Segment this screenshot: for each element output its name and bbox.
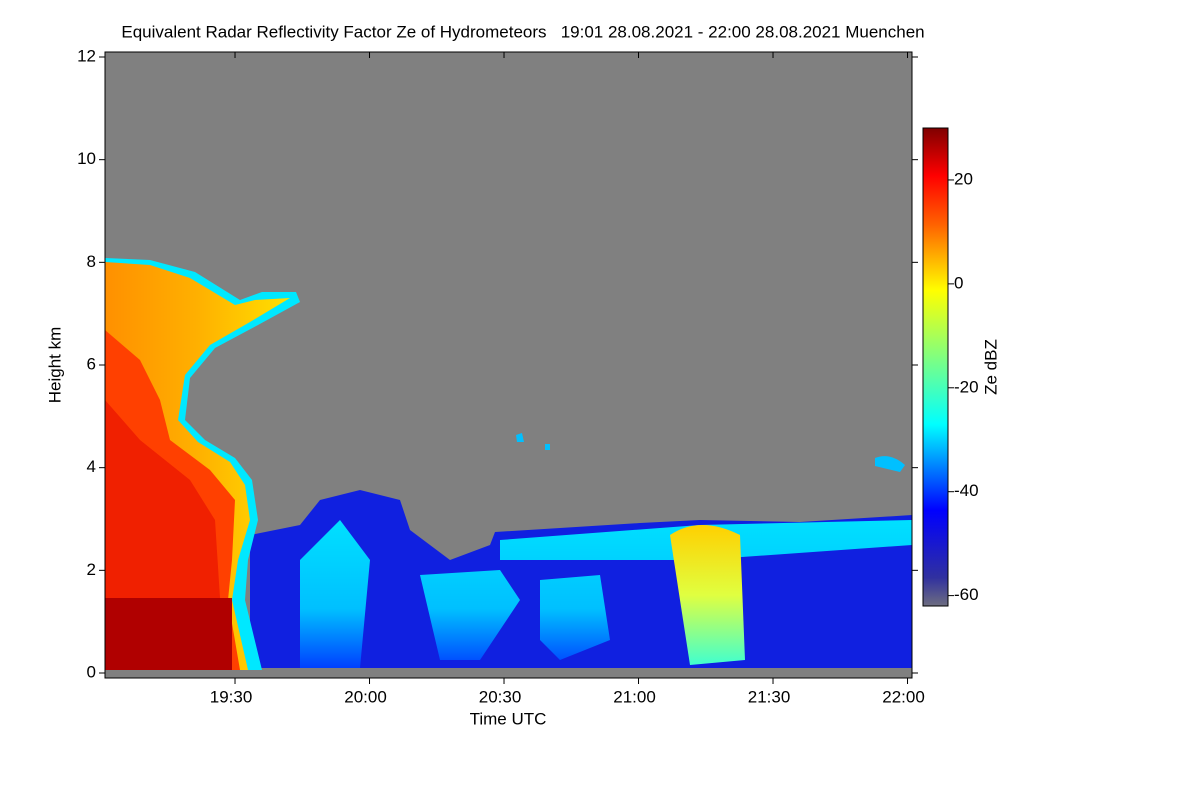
echo-region xyxy=(516,433,550,450)
x-tick-label: 22:00 xyxy=(882,687,925,706)
echo-region xyxy=(670,525,745,665)
y-tick-label: 4 xyxy=(87,457,96,476)
y-tick-label: 0 xyxy=(87,662,96,681)
colorbar-tick-label: 0 xyxy=(954,273,963,292)
y-tick-label: 10 xyxy=(77,149,96,168)
y-tick-label: 8 xyxy=(87,252,96,271)
y-axis-label: Height km xyxy=(45,327,64,404)
x-tick-label: 20:30 xyxy=(479,687,522,706)
chart-title: Equivalent Radar Reflectivity Factor Ze … xyxy=(121,22,924,41)
colorbar-tick-label: 20 xyxy=(954,169,973,188)
x-tick-label: 20:00 xyxy=(344,687,387,706)
echo-region xyxy=(105,400,220,598)
x-tick-label: 21:00 xyxy=(613,687,656,706)
x-tick-label: 19:30 xyxy=(210,687,253,706)
plot-area xyxy=(104,51,913,679)
echo-region xyxy=(300,520,912,668)
x-axis-label: Time UTC xyxy=(470,709,547,728)
echo-region xyxy=(105,598,232,670)
x-tick-label: 21:30 xyxy=(748,687,791,706)
y-tick-label: 2 xyxy=(87,560,96,579)
colorbar-tick-label: -60 xyxy=(954,585,979,604)
colorbar-tick-label: -20 xyxy=(954,377,979,396)
colorbar-tick-label: -40 xyxy=(954,481,979,500)
y-tick-label: 12 xyxy=(77,46,96,65)
colorbar-label: Ze dBZ xyxy=(981,339,1000,395)
y-tick-label: 6 xyxy=(87,354,96,373)
echo-region xyxy=(875,456,905,472)
colorbar xyxy=(922,127,949,607)
